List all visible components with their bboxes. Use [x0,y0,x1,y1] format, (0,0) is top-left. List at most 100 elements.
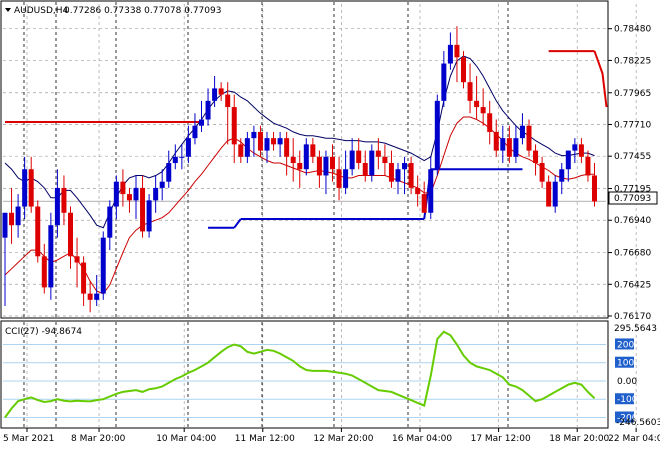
cci-level-label: 100 [617,359,634,369]
candle [526,119,532,157]
price-tick-label: 0.76170 [614,312,651,322]
candle-body [172,156,178,164]
time-tick-label: 11 Mar 12:00 [235,434,295,444]
cci-level-tag [615,356,634,368]
candle-body [343,169,349,188]
candle [74,237,80,288]
candle [238,138,244,164]
candle [271,131,277,151]
candle-body [349,150,355,170]
time-axis: 5 Mar 2021 8 Mar 20:00 10 Mar 04:00 11 Mar … [3,428,660,444]
candle [572,138,578,164]
candle-body [447,44,453,64]
candle-body [257,131,263,151]
candle-body [519,125,525,139]
last-price-label: 0.77093 [614,194,651,204]
candle [415,175,421,207]
time-tick-label: 10 Mar 04:00 [156,434,216,444]
candle-body [126,194,132,201]
candle-body [244,138,250,157]
candle [349,138,355,176]
candle-body [395,169,401,182]
candle-body [592,175,597,202]
candle [100,231,106,300]
candle [467,63,473,114]
candle-body [185,138,191,157]
candle-body [408,163,414,188]
price-tick-label: 0.76940 [614,216,651,226]
candle-body [107,206,113,238]
candle [218,82,224,101]
candle-body [546,181,552,207]
candle-body [336,169,342,188]
candle-body [251,131,257,139]
candle-body [9,212,15,226]
candle [388,150,394,188]
candle-body [506,138,512,157]
ohlc-readout: 0.77286 0.77338 0.77078 0.77093 [64,6,221,16]
candle [533,144,539,176]
candle [408,156,414,195]
candle [81,256,87,307]
cci-axis: 200 100 0.00 -100 -200 [615,338,638,423]
candle [487,100,493,145]
upper-band-line [4,55,595,229]
candle [585,150,591,182]
candle [146,194,152,238]
candle-body [271,138,277,145]
candle [61,175,67,226]
time-tick-label: 8 Mar 20:00 [71,434,126,444]
cci-level-label: -200 [617,413,638,423]
candle-body [2,212,8,238]
candle [552,175,558,213]
candle [231,94,237,164]
price-tick-label: 0.77710 [614,120,651,130]
candle [565,150,571,182]
candle-body [552,181,558,207]
candle-body [100,237,106,294]
candle-body [526,125,532,151]
cci-min-label: -246.5603 [616,418,660,428]
candle-body [218,88,224,95]
candle [94,274,100,307]
candle [159,169,165,201]
candle [559,163,565,195]
candle-body [68,212,73,257]
candle-body [94,293,100,300]
candle [402,156,408,195]
candle [15,194,21,238]
candle-body [375,150,381,157]
candle-body [290,156,296,164]
candle [461,51,466,89]
candle [225,82,231,145]
candle-body [297,163,303,170]
candle [87,281,93,313]
candle-body [565,150,571,170]
candle-body [578,144,584,157]
candle [212,75,218,108]
candle-body [87,293,93,300]
candle-body [316,156,322,176]
candle [290,138,296,182]
candle [513,125,519,164]
candle [421,181,427,213]
candle [192,113,198,145]
candle-body [474,100,480,108]
cci-level-label: 0.00 [617,377,637,387]
candle [68,206,73,269]
cci-level-label: 200 [617,340,634,350]
candle [126,187,132,213]
candle-body [212,88,218,101]
candle [22,156,28,219]
time-tick-label: 22 Mar 04:00 [608,434,660,444]
candle [447,32,453,70]
candle [369,144,375,182]
candle-body [585,156,591,176]
candle-body [467,82,473,101]
candle [244,131,250,164]
dropdown-triangle-icon[interactable] [5,8,11,12]
cci-title: CCI(27) -94.8674 [5,327,82,337]
candle-body [48,225,54,288]
candle [310,138,316,164]
